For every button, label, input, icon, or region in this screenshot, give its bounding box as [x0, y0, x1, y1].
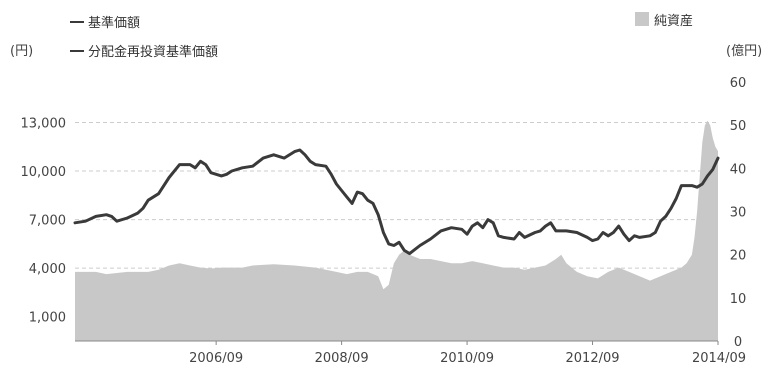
right-tick-label: 20 — [730, 249, 747, 264]
left-axis-unit: (円) — [10, 44, 33, 59]
right-tick-label: 40 — [730, 162, 747, 177]
x-tick-label: 2008/09 — [315, 351, 369, 366]
legend-line2-label: 分配金再投資基準価額 — [88, 44, 218, 60]
left-axis-ticks: 1,000 4,000 7,000 10,000 13,000 — [21, 116, 67, 325]
legend-area-swatch — [635, 12, 649, 26]
right-tick-label: 0 — [734, 335, 742, 350]
right-tick-label: 30 — [730, 206, 747, 221]
right-tick-label: 50 — [730, 119, 747, 134]
right-axis-ticks: 0 10 20 30 40 50 60 — [730, 76, 747, 350]
left-tick-label: 1,000 — [29, 311, 66, 326]
line-series-layer — [73, 148, 720, 256]
x-tick-label: 2012/09 — [566, 351, 620, 366]
left-tick-label: 7,000 — [29, 214, 66, 229]
x-tick-label: 2006/09 — [189, 351, 243, 366]
x-tick-label: 2010/09 — [440, 351, 494, 366]
net-assets-area — [75, 120, 718, 341]
left-tick-label: 10,000 — [21, 165, 67, 180]
right-axis-unit: (億円) — [726, 43, 762, 59]
legend-line1-label: 基準価額 — [88, 15, 140, 31]
legend: 基準価額 分配金再投資基準価額 純資産 — [70, 12, 693, 60]
left-tick-label: 4,000 — [29, 262, 66, 277]
right-tick-label: 60 — [730, 76, 747, 91]
left-tick-label: 13,000 — [21, 116, 67, 131]
nav-line — [73, 148, 720, 256]
legend-area-label: 純資産 — [654, 13, 693, 29]
x-tick-label: 2014/09 — [692, 351, 746, 366]
x-axis-ticks: 2006/09 2008/09 2010/09 2012/09 2014/09 — [189, 341, 746, 366]
area-series-layer — [75, 120, 718, 341]
right-tick-label: 10 — [730, 292, 747, 307]
